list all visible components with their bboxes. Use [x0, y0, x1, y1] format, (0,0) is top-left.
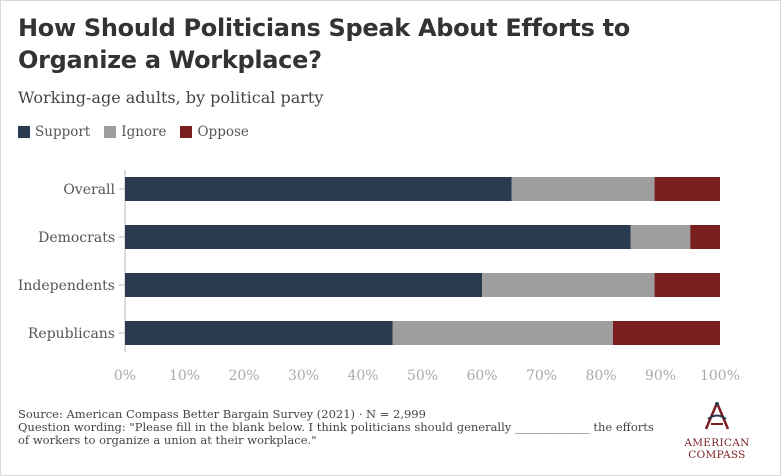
bar-ignore-independents — [482, 273, 655, 297]
x-tick-label: 60% — [466, 368, 497, 384]
x-tick-label: 0% — [114, 368, 136, 384]
chart-subtitle: Working-age adults, by political party — [18, 88, 324, 107]
category-label-republicans: Republicans — [28, 326, 115, 342]
bar-ignore-democrats — [630, 225, 691, 249]
x-tick-label: 50% — [407, 368, 438, 384]
x-tick-label: 90% — [645, 368, 676, 384]
bar-support-overall — [125, 177, 512, 201]
x-tick-label: 80% — [585, 368, 616, 384]
x-tick-label: 100% — [700, 368, 740, 384]
compass-logo-icon — [704, 402, 730, 430]
legend-label-oppose: Oppose — [197, 124, 249, 140]
legend-item-support: Support — [18, 124, 90, 140]
x-tick-label: 20% — [228, 368, 259, 384]
bar-oppose-overall — [654, 177, 720, 201]
x-tick-label: 70% — [526, 368, 557, 384]
x-tick-label: 10% — [169, 368, 200, 384]
legend-label-ignore: Ignore — [121, 124, 167, 140]
american-compass-logo: AMERICAN COMPASS — [684, 400, 750, 461]
legend-item-ignore: Ignore — [104, 124, 166, 140]
footnote: Source: American Compass Better Bargain … — [18, 408, 658, 447]
bar-oppose-independents — [654, 273, 720, 297]
bar-ignore-overall — [511, 177, 655, 201]
bar-support-democrats — [125, 225, 631, 249]
x-tick-label: 30% — [288, 368, 319, 384]
legend-swatch-ignore — [104, 126, 117, 138]
bar-ignore-republicans — [392, 321, 613, 345]
bar-chart: Overall Democrats Independents Republicans 0… — [18, 170, 740, 384]
legend-item-oppose: Oppose — [180, 124, 249, 140]
category-label-democrats: Democrats — [38, 230, 115, 246]
footnote-source: Source: American Compass Better Bargain … — [18, 407, 426, 421]
bar-support-independents — [125, 273, 482, 297]
legend-swatch-oppose — [180, 126, 193, 138]
bar-oppose-republicans — [612, 321, 720, 345]
chart-title: How Should Politicians Speak About Effor… — [18, 14, 631, 74]
legend-swatch-support — [18, 126, 30, 138]
logo-text-compass: COMPASS — [688, 449, 746, 461]
legend-label-support: Support — [35, 124, 91, 140]
bar-oppose-democrats — [690, 225, 720, 249]
legend: Support Ignore Oppose — [18, 124, 249, 140]
category-label-overall: Overall — [63, 182, 115, 198]
logo-text-american: AMERICAN — [684, 437, 750, 449]
footnote-question: Question wording: "Please fill in the bl… — [18, 420, 654, 447]
x-tick-label: 40% — [347, 368, 378, 384]
category-label-independents: Independents — [18, 278, 115, 294]
bar-support-republicans — [125, 321, 393, 345]
